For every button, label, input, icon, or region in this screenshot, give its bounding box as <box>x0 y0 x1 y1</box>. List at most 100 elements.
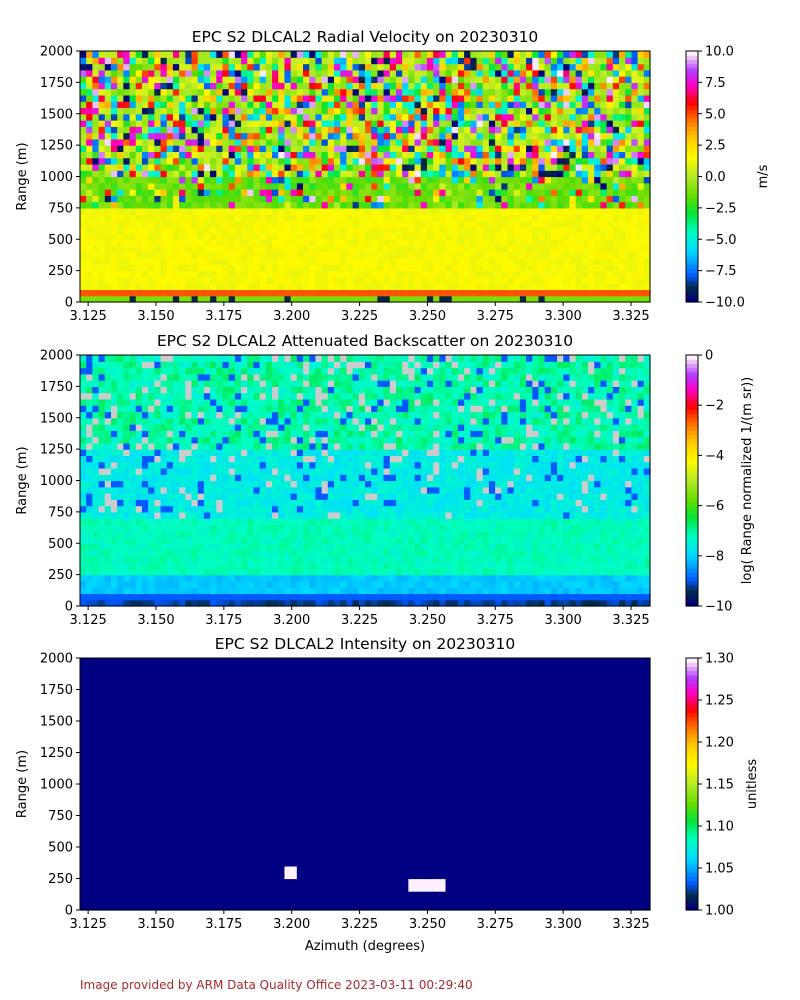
heatmap-cell <box>172 207 180 215</box>
heatmap-cell <box>557 63 564 71</box>
heatmap-cell <box>352 289 360 297</box>
heatmap-cell <box>98 251 106 259</box>
heatmap-cell <box>104 276 112 284</box>
heatmap-cell <box>309 145 317 153</box>
heatmap-cell <box>166 51 174 58</box>
heatmap-cell <box>265 69 273 77</box>
heatmap-cell <box>234 442 242 450</box>
heatmap-cell <box>141 355 149 362</box>
heatmap-cell <box>259 232 267 240</box>
heatmap-cell <box>135 176 143 184</box>
heatmap-cell <box>433 76 440 83</box>
heatmap-cell <box>439 276 447 284</box>
heatmap-cell <box>315 138 323 146</box>
heatmap-cell <box>395 151 403 159</box>
heatmap-cell <box>315 207 323 215</box>
heatmap-cell <box>185 361 193 369</box>
heatmap-cell <box>191 94 199 102</box>
heatmap-cell <box>563 69 571 77</box>
heatmap-cell <box>123 69 131 77</box>
heatmap-cell <box>253 57 261 65</box>
heatmap-cell <box>210 101 217 109</box>
colorbar-segment <box>686 55 698 60</box>
heatmap-cell <box>296 258 304 265</box>
heatmap-cell <box>172 239 180 247</box>
heatmap-cell <box>519 214 527 222</box>
heatmap-cell <box>544 145 552 153</box>
heatmap-cell <box>228 436 236 444</box>
heatmap-cell <box>117 220 124 228</box>
heatmap-cell <box>358 189 366 196</box>
heatmap-cell <box>501 120 509 127</box>
heatmap-cell <box>439 151 447 159</box>
heatmap-cell <box>352 251 360 259</box>
heatmap-cell <box>185 411 193 419</box>
heatmap-cell <box>92 170 100 178</box>
heatmap-cell <box>80 120 87 127</box>
heatmap-cell <box>179 151 186 159</box>
heatmap-cell <box>197 499 205 507</box>
heatmap-cell <box>216 170 224 178</box>
heatmap-cell <box>80 593 87 601</box>
colorbar-segment <box>686 189 698 194</box>
heatmap-cell <box>197 493 205 500</box>
heatmap-cell <box>557 245 564 253</box>
heatmap-cell <box>86 580 93 588</box>
heatmap-cell <box>216 57 224 65</box>
heatmap-cell <box>160 189 168 196</box>
heatmap-cell <box>594 101 602 109</box>
colorbar-segment <box>686 276 698 282</box>
heatmap-cell <box>482 182 490 190</box>
heatmap-cell <box>569 295 577 303</box>
heatmap-cell <box>160 283 168 291</box>
heatmap-cell <box>637 157 645 165</box>
heatmap-cell <box>104 120 112 127</box>
heatmap-cell <box>457 63 465 71</box>
heatmap-cell <box>129 82 137 90</box>
heatmap-cell <box>253 101 261 109</box>
heatmap-cell <box>86 94 93 102</box>
heatmap-cell <box>414 63 422 71</box>
heatmap-cell <box>154 276 162 284</box>
heatmap-cell <box>241 417 248 425</box>
heatmap-cell <box>377 145 385 153</box>
heatmap-cell <box>594 132 602 140</box>
heatmap-cell <box>513 51 521 58</box>
heatmap-cell <box>507 258 515 265</box>
heatmap-cell <box>303 214 310 222</box>
heatmap-cell <box>172 138 180 146</box>
heatmap-cell <box>247 373 255 381</box>
heatmap-cell <box>216 442 224 450</box>
heatmap-cell <box>420 226 428 234</box>
heatmap-cell <box>135 295 143 303</box>
heatmap-cell <box>80 57 87 65</box>
heatmap-cell <box>575 245 583 253</box>
heatmap-cell <box>513 107 521 115</box>
heatmap-cell <box>203 258 211 265</box>
heatmap-cell <box>117 398 124 406</box>
heatmap-cell <box>575 88 583 96</box>
heatmap-cell <box>513 189 521 196</box>
heatmap-cell <box>222 392 230 400</box>
heatmap-cell <box>600 107 608 115</box>
heatmap-cell <box>563 189 571 196</box>
heatmap-cell <box>210 486 217 494</box>
heatmap-cell <box>402 57 409 65</box>
heatmap-cell <box>141 549 149 557</box>
heatmap-cell <box>148 113 155 121</box>
heatmap-cell <box>80 226 87 234</box>
heatmap-cell <box>327 295 335 303</box>
heatmap-cell <box>191 170 199 178</box>
heatmap-cell <box>501 207 509 215</box>
heatmap-cell <box>141 226 149 234</box>
heatmap-cell <box>80 170 87 178</box>
heatmap-cell <box>581 283 589 291</box>
heatmap-cell <box>284 270 292 278</box>
heatmap-cell <box>619 289 626 297</box>
heatmap-cell <box>303 138 310 146</box>
heatmap-cell <box>228 467 236 475</box>
heatmap-cell <box>154 536 162 544</box>
heatmap-cell <box>606 214 614 222</box>
heatmap-cell <box>346 232 354 240</box>
heatmap-cell <box>619 258 626 265</box>
